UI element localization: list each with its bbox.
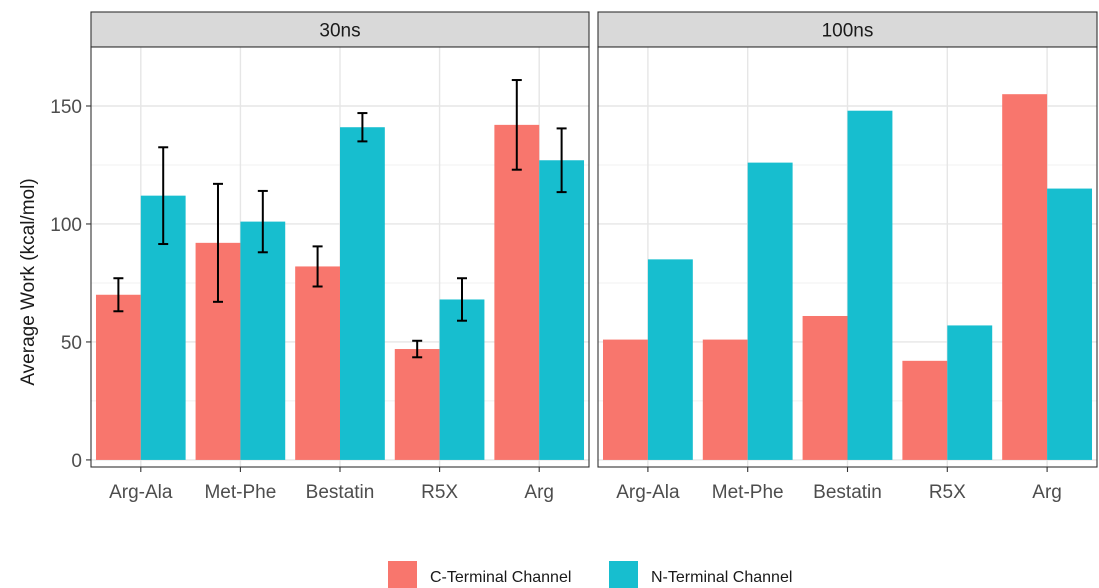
- error-bar: [113, 277, 124, 313]
- error-bar: [556, 127, 567, 194]
- y-axis-ticks: 0 50 100 150: [50, 97, 91, 472]
- error-bar: [212, 182, 223, 303]
- bar: [1002, 94, 1048, 460]
- x-tick-label: Met-Phe: [204, 482, 276, 503]
- bar: [295, 266, 340, 460]
- panel-border: [90, 46, 590, 468]
- error-bar: [257, 189, 268, 254]
- bar: [602, 339, 648, 460]
- y-tick-label: 150: [50, 97, 82, 118]
- facet-strip: [90, 11, 590, 48]
- bar: [847, 110, 893, 460]
- y-axis-title: Average Work (kcal/mol): [18, 178, 39, 385]
- bar: [439, 299, 485, 460]
- legend-swatch: [388, 561, 417, 588]
- bar: [902, 360, 948, 460]
- facet-strip-label: 100ns: [822, 21, 874, 42]
- panel-border: [597, 46, 1098, 468]
- x-tick-label: Arg: [1032, 482, 1062, 503]
- x-tick-label: R5X: [929, 482, 966, 503]
- legend-swatch: [609, 561, 638, 588]
- legend: C-Terminal Channel N-Terminal Channel: [388, 561, 792, 588]
- bar: [240, 221, 286, 460]
- bar: [802, 315, 848, 460]
- panel-100ns: 100ns Arg-Ala Met-Phe Bestatin R5X Arg: [597, 11, 1098, 503]
- legend-label: C-Terminal Channel: [430, 569, 571, 586]
- error-bar: [357, 112, 368, 143]
- bar: [494, 124, 540, 460]
- bar: [702, 339, 748, 460]
- bar: [1047, 188, 1093, 460]
- facet-strip-label: 30ns: [319, 21, 360, 42]
- bar: [539, 160, 585, 460]
- x-tick-label: Bestatin: [306, 482, 375, 503]
- legend-item: N-Terminal Channel: [609, 561, 792, 588]
- y-tick-label: 50: [61, 333, 82, 354]
- error-bar: [312, 245, 323, 288]
- bar: [394, 349, 440, 460]
- legend-item: C-Terminal Channel: [388, 561, 571, 588]
- legend-label: N-Terminal Channel: [651, 569, 792, 586]
- facet-strip: [597, 11, 1098, 48]
- bar: [95, 294, 141, 460]
- bar: [647, 259, 693, 460]
- error-bar: [457, 277, 468, 322]
- x-tick-label: Met-Phe: [712, 482, 784, 503]
- bar: [747, 162, 793, 460]
- x-tick-label: Bestatin: [813, 482, 882, 503]
- error-bar: [158, 146, 169, 246]
- y-tick-label: 0: [71, 451, 82, 472]
- y-tick-label: 100: [50, 215, 82, 236]
- x-tick-label: Arg: [524, 482, 554, 503]
- bar: [340, 127, 385, 460]
- x-tick-label: R5X: [421, 482, 458, 503]
- x-tick-label: Arg-Ala: [109, 482, 173, 503]
- bar: [947, 325, 993, 460]
- panel-30ns: 30ns Arg-Ala Met-Phe Bestatin R5X Arg: [90, 11, 590, 503]
- error-bar: [412, 339, 423, 359]
- error-bar: [511, 79, 522, 171]
- x-tick-label: Arg-Ala: [616, 482, 680, 503]
